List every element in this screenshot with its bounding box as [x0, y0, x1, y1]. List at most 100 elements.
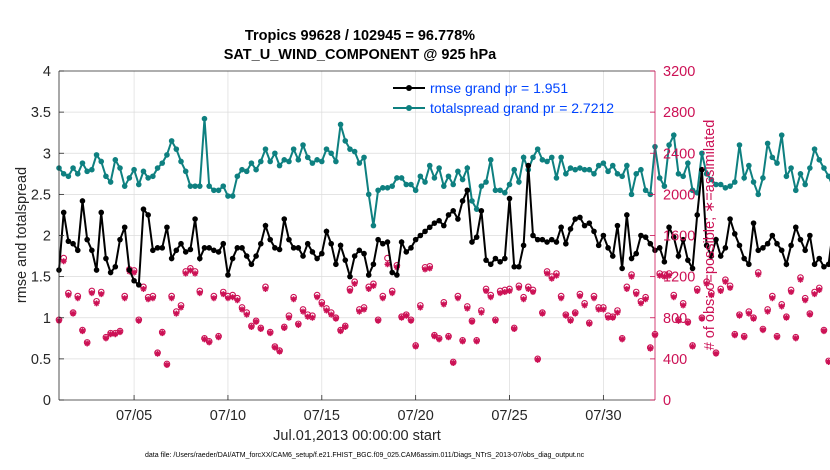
- obs-assimilated-point: [426, 265, 433, 272]
- rmse-point: [150, 247, 156, 254]
- chart-subtitle: SAT_U_WIND_COMPONENT @ 925 hPa: [224, 47, 497, 63]
- obs-assimilated-point: [802, 297, 809, 304]
- totalspread-point: [741, 175, 747, 181]
- rmse-point: [483, 257, 489, 263]
- totalspread-point: [609, 162, 616, 169]
- totalspread-point: [295, 157, 302, 163]
- obs-assimilated-point: [576, 293, 583, 300]
- obs-assimilated-point: [647, 345, 654, 352]
- totalspread-point: [445, 173, 452, 180]
- rmse-point: [89, 247, 95, 254]
- rmse-point: [595, 242, 602, 249]
- series-layer: [55, 115, 830, 369]
- rmse-point: [79, 198, 86, 204]
- rmse-point: [666, 224, 672, 231]
- rmse-point: [187, 246, 194, 253]
- rmse-point: [347, 273, 353, 280]
- totalspread-point: [661, 183, 668, 189]
- rmse-point: [337, 242, 344, 249]
- obs-assimilated-point: [192, 270, 199, 277]
- rmse-point: [670, 234, 677, 240]
- obs-assimilated-point: [173, 310, 180, 317]
- totalspread-point: [727, 183, 733, 189]
- rmse-point: [586, 220, 593, 226]
- rmse-point: [661, 259, 668, 265]
- totalspread-point: [628, 191, 635, 198]
- totalspread-point: [182, 168, 189, 175]
- totalspread-point: [394, 175, 400, 181]
- obs-assimilated-point: [548, 275, 555, 282]
- obs-assimilated-point: [431, 333, 438, 340]
- obs-assimilated-point: [131, 269, 138, 276]
- totalspread-point: [309, 160, 316, 166]
- y-axis-label-right: # of obs: o=possible; ∗=assimilated: [702, 120, 718, 351]
- totalspread-point: [272, 150, 278, 157]
- rmse-point: [168, 255, 175, 262]
- obs-assimilated-point: [407, 317, 414, 324]
- obs-assimilated-point: [182, 270, 189, 277]
- rmse-point: [215, 249, 222, 255]
- totalspread-point: [112, 157, 119, 163]
- obs-assimilated-point: [370, 282, 377, 289]
- obs-assimilated-point: [825, 358, 830, 365]
- totalspread-point: [150, 173, 156, 180]
- rmse-point: [333, 261, 339, 268]
- rmse-point: [680, 236, 686, 243]
- obs-assimilated-point: [98, 291, 105, 298]
- rmse-point: [807, 232, 813, 239]
- y-tick-label-right: 2800: [663, 105, 695, 121]
- obs-assimilated-point: [680, 302, 687, 309]
- rmse-point: [295, 245, 302, 251]
- obs-assimilated-point: [783, 314, 790, 321]
- rmse-point: [511, 263, 518, 270]
- obs-assimilated-point: [558, 295, 565, 302]
- rmse-point: [567, 226, 574, 232]
- totalspread-point: [473, 206, 480, 212]
- totalspread-point: [685, 160, 691, 166]
- y-tick-label-right: 800: [663, 311, 687, 327]
- rmse-point: [638, 232, 644, 239]
- totalspread-point: [483, 179, 489, 185]
- rmse-point: [140, 206, 147, 212]
- rmse-point: [206, 245, 212, 251]
- totalspread-point: [825, 173, 830, 180]
- rmse-point: [530, 232, 536, 239]
- totalspread-point: [619, 173, 625, 180]
- rmse-point: [121, 224, 128, 231]
- obs-assimilated-point: [234, 297, 241, 304]
- obs-assimilated-point: [562, 312, 569, 319]
- totalspread-point: [577, 165, 583, 171]
- totalspread-point: [807, 165, 813, 171]
- totalspread-point: [717, 181, 724, 188]
- totalspread-point: [553, 175, 560, 181]
- obs-assimilated-point: [257, 326, 264, 333]
- rmse-point: [647, 240, 654, 247]
- obs-assimilated-point: [722, 278, 729, 285]
- totalspread-point: [516, 179, 522, 185]
- totalspread-point: [412, 187, 419, 194]
- obs-assimilated-point: [755, 271, 762, 278]
- obs-assimilated-point: [220, 291, 227, 298]
- rmse-point: [722, 245, 729, 251]
- totalspread-point: [117, 165, 123, 171]
- totalspread-point: [347, 146, 353, 152]
- rmse-point: [239, 245, 245, 251]
- obs-assimilated-point: [656, 272, 663, 279]
- obs-assimilated-point: [820, 328, 827, 335]
- totalspread-point: [624, 162, 630, 169]
- rmse-point: [229, 255, 236, 262]
- obs-assimilated-point: [684, 319, 691, 326]
- obs-assimilated-point: [600, 306, 607, 313]
- obs-assimilated-point: [619, 336, 626, 343]
- totalspread-point: [455, 168, 461, 175]
- rmse-point: [516, 263, 522, 270]
- rmse-point: [145, 212, 151, 218]
- rmse-point: [544, 239, 550, 245]
- obs-assimilated-point: [487, 294, 494, 301]
- obs-assimilated-point: [745, 310, 752, 317]
- obs-assimilated-point: [253, 318, 260, 325]
- obs-assimilated-point: [210, 295, 217, 302]
- totalspread-point: [642, 187, 649, 194]
- totalspread-point: [74, 171, 81, 177]
- x-tick-label: 07/05: [116, 408, 152, 424]
